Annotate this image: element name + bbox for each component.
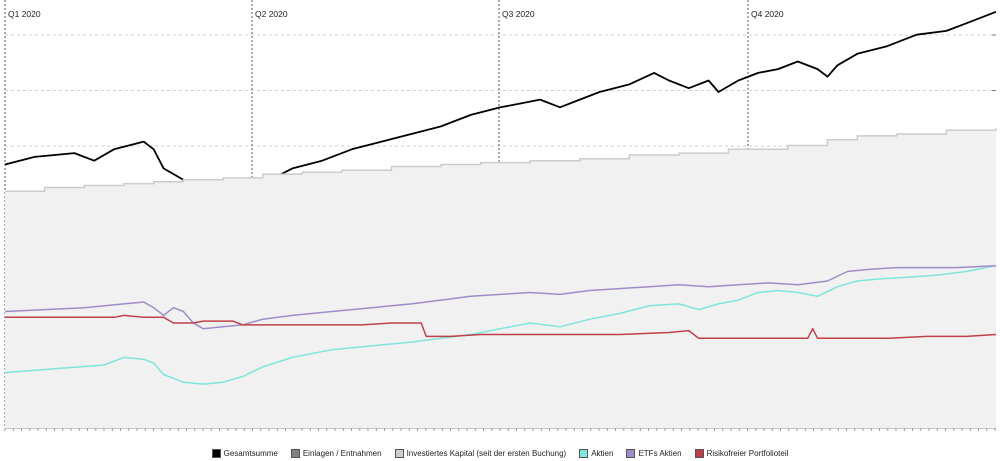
legend-swatch: [694, 448, 704, 458]
legend-label: Gesamtsumme: [223, 448, 278, 458]
series-6-line: [5, 314, 997, 340]
legend-swatch: [394, 448, 404, 458]
legend-item[interactable]: Einlagen / Entnahmen: [290, 448, 382, 458]
legend-label: Investiertes Kapital (seit der ersten Bu…: [406, 448, 567, 458]
legend-item[interactable]: ETFs Aktien: [626, 448, 682, 458]
series-3-area: [5, 128, 996, 429]
portfolio-chart: Q1 2020 Q2 2020 Q3 2020 Q4 2020: [4, 0, 997, 431]
quarter-label: Q4 2020: [751, 9, 784, 19]
legend-item[interactable]: Risikofreier Portfolioteil: [694, 448, 789, 458]
legend-item[interactable]: Aktien: [579, 448, 614, 458]
series-4-line: [4, 264, 997, 385]
series-3-line: [4, 128, 997, 193]
legend-item[interactable]: Gesamtsumme: [211, 448, 278, 458]
series-1-line: [4, 10, 997, 216]
legend-swatch: [579, 448, 589, 458]
quarter-label: Q2 2020: [255, 9, 288, 19]
legend-label: Aktien: [591, 448, 614, 458]
legend-label: Einlagen / Entnahmen: [302, 448, 382, 458]
quarter-label: Q1 2020: [8, 9, 41, 19]
legend-label: Risikofreier Portfolioteil: [706, 448, 789, 458]
legend-swatch: [211, 448, 221, 458]
legend-swatch: [626, 448, 636, 458]
quarter-label: Q3 2020: [502, 9, 535, 19]
legend-item[interactable]: Investiertes Kapital (seit der ersten Bu…: [394, 448, 567, 458]
legend-label: ETFs Aktien: [638, 448, 682, 458]
chart-legend: Gesamtsumme Einlagen / Entnahmen Investier…: [0, 446, 1000, 460]
legend-swatch: [290, 448, 300, 458]
series-5-line: [4, 264, 997, 330]
